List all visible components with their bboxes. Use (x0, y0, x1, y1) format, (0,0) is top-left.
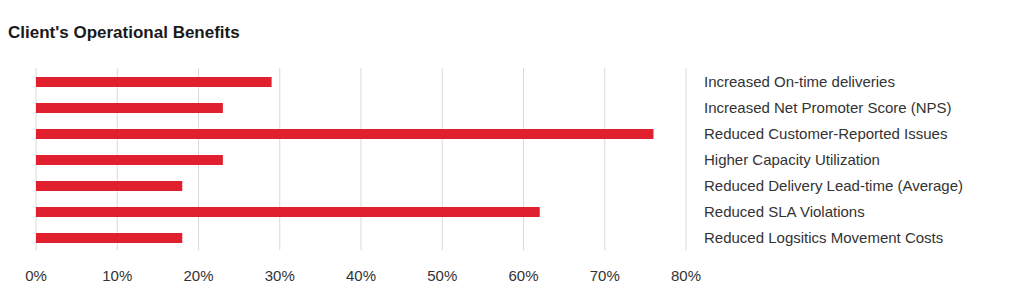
tick-label: 70% (590, 267, 620, 284)
grid-line (361, 68, 362, 250)
chart-title: Client's Operational Benefits (8, 23, 240, 42)
tick-label: 40% (346, 267, 376, 284)
tick-label: 80% (671, 267, 701, 284)
grid-line (604, 68, 605, 250)
tick-label: 60% (508, 267, 538, 284)
grid-line (442, 68, 443, 250)
category-label: Reduced Logsitics Movement Costs (704, 229, 943, 246)
category-label: Increased On-time deliveries (704, 73, 895, 90)
bar (36, 155, 223, 165)
grid-line (523, 68, 524, 250)
category-label: Reduced SLA Violations (704, 203, 865, 220)
bar (36, 233, 182, 243)
bar (36, 207, 540, 217)
chart-container: Client's Operational Benefits 0% 10% 20% 30%… (0, 0, 1012, 299)
grid-line (686, 68, 687, 250)
grid-line (279, 68, 280, 250)
tick-label: 50% (427, 267, 457, 284)
tick-label: 20% (183, 267, 213, 284)
bars (36, 77, 654, 243)
bar (36, 181, 182, 191)
bar (36, 103, 223, 113)
tick-label: 10% (102, 267, 132, 284)
category-label: Reduced Delivery Lead-time (Average) (704, 177, 963, 194)
tick-label: 0% (25, 267, 47, 284)
tick-label: 30% (265, 267, 295, 284)
category-label: Higher Capacity Utilization (704, 151, 880, 168)
bar (36, 129, 654, 139)
bar (36, 77, 272, 87)
chart-svg: Client's Operational Benefits 0% 10% 20% 30%… (0, 0, 1012, 299)
category-label: Reduced Customer-Reported Issues (704, 125, 947, 142)
category-label: Increased Net Promoter Score (NPS) (704, 99, 952, 116)
